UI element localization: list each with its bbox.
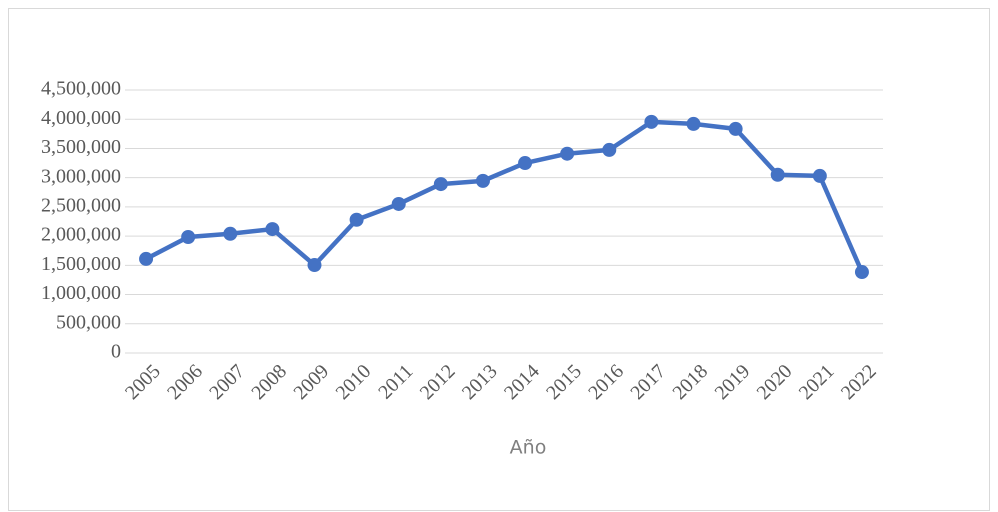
y-tick-label: 2,000,000: [41, 224, 121, 246]
data-point: [475, 173, 490, 188]
y-tick-label: 0: [111, 341, 121, 363]
data-line: [143, 119, 865, 275]
data-point: [391, 196, 406, 211]
data-point: [560, 146, 575, 161]
data-point: [854, 265, 869, 280]
data-point: [181, 229, 196, 244]
y-tick-label: 3,000,000: [41, 165, 121, 187]
y-tick-label: 1,000,000: [41, 282, 121, 304]
data-point: [307, 258, 322, 273]
data-point: [644, 114, 659, 129]
data-point: [223, 226, 238, 241]
data-point: [770, 167, 785, 182]
y-tick-label: 4,500,000: [41, 78, 121, 100]
chart-border: [8, 8, 990, 511]
data-point: [139, 251, 154, 266]
y-tick-label: 500,000: [56, 311, 121, 333]
x-axis-label: Año: [510, 437, 547, 459]
data-point: [602, 142, 617, 157]
data-point: [686, 116, 701, 131]
data-point: [728, 121, 743, 136]
y-tick-label: 2,500,000: [41, 194, 121, 216]
y-tick-label: 3,500,000: [41, 136, 121, 158]
y-tick-label: 1,500,000: [41, 253, 121, 275]
data-point: [518, 156, 533, 171]
data-point: [433, 177, 448, 192]
data-point: [812, 168, 827, 183]
data-point: [349, 212, 364, 227]
y-tick-label: 4,000,000: [41, 107, 121, 129]
data-point: [265, 222, 280, 237]
